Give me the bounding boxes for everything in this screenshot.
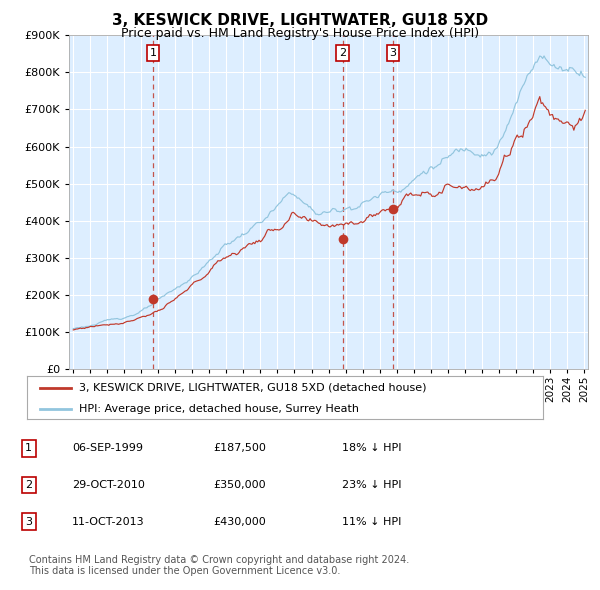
Text: 3: 3 [25,517,32,526]
Text: 3: 3 [389,48,396,58]
Text: Price paid vs. HM Land Registry's House Price Index (HPI): Price paid vs. HM Land Registry's House … [121,27,479,40]
Text: 06-SEP-1999: 06-SEP-1999 [72,444,143,453]
Text: 11% ↓ HPI: 11% ↓ HPI [342,517,401,526]
Text: 29-OCT-2010: 29-OCT-2010 [72,480,145,490]
Text: 1: 1 [25,444,32,453]
Text: 23% ↓ HPI: 23% ↓ HPI [342,480,401,490]
Text: 18% ↓ HPI: 18% ↓ HPI [342,444,401,453]
Text: 3, KESWICK DRIVE, LIGHTWATER, GU18 5XD (detached house): 3, KESWICK DRIVE, LIGHTWATER, GU18 5XD (… [79,383,426,393]
Text: 2: 2 [25,480,32,490]
Text: Contains HM Land Registry data © Crown copyright and database right 2024.
This d: Contains HM Land Registry data © Crown c… [29,555,409,576]
Text: 11-OCT-2013: 11-OCT-2013 [72,517,145,526]
Text: 3, KESWICK DRIVE, LIGHTWATER, GU18 5XD: 3, KESWICK DRIVE, LIGHTWATER, GU18 5XD [112,13,488,28]
Text: £430,000: £430,000 [213,517,266,526]
Text: 2: 2 [339,48,346,58]
Text: £187,500: £187,500 [213,444,266,453]
Text: HPI: Average price, detached house, Surrey Heath: HPI: Average price, detached house, Surr… [79,404,359,414]
Text: £350,000: £350,000 [213,480,266,490]
Text: 1: 1 [149,48,157,58]
